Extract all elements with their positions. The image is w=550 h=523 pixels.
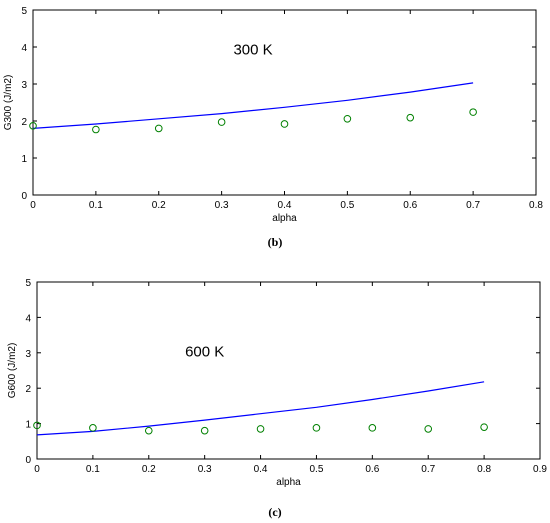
y-tick-label: 1 (25, 420, 31, 431)
y-tick-label: 3 (21, 80, 27, 91)
series-line (32, 82, 474, 129)
y-tick-label: 0 (21, 191, 27, 202)
x-tick-label: 0.8 (477, 464, 491, 475)
x-tick-label: 0 (34, 464, 40, 475)
y-tick-label: 3 (25, 349, 31, 360)
y-axis-label: G600 (J/m2) (7, 343, 18, 399)
x-tick-label: 0.8 (529, 200, 543, 211)
data-point-marker (154, 124, 163, 133)
x-tick-label: 0.4 (254, 464, 268, 475)
x-tick-label: 0.7 (466, 200, 480, 211)
data-point-marker (217, 118, 226, 126)
data-point-marker (469, 108, 477, 116)
data-point-marker (92, 125, 100, 134)
data-point-marker (343, 114, 352, 123)
temperature-annotation: 600 K (185, 343, 224, 360)
chart-panel-2: 0 0.1 0.2 0.3 0.4 0.5 0.6 0.7 0.8 0.9 0 1 2 3 4 5 alpha G… (7, 278, 547, 519)
data-point-marker (424, 425, 433, 433)
x-tick-label: 0.6 (403, 200, 417, 211)
x-axis-label: alpha (272, 213, 297, 224)
plot-area (36, 281, 541, 460)
y-tick-label: 4 (21, 43, 27, 54)
data-point-marker (200, 426, 209, 435)
y-axis-label: G300 (J/m2) (3, 75, 14, 131)
x-tick-label: 0.3 (198, 464, 212, 475)
x-tick-label: 0.2 (152, 200, 166, 211)
series-line (36, 381, 485, 436)
x-axis-label: alpha (276, 477, 301, 488)
x-tick-label: 0.5 (309, 464, 323, 475)
data-point-marker (29, 122, 37, 130)
panel-caption: (c) (268, 505, 281, 519)
panel-caption: (b) (268, 235, 283, 249)
x-tick-label: 0.2 (142, 464, 156, 475)
y-tick-label: 0 (25, 455, 31, 466)
x-tick-label: 0.9 (533, 464, 547, 475)
x-tick-label: 0.4 (278, 200, 292, 211)
y-tick-label: 2 (25, 384, 31, 395)
data-point-marker (89, 424, 97, 432)
x-tick-label: 0.1 (89, 200, 103, 211)
y-tick-label: 1 (21, 154, 27, 165)
temperature-annotation: 300 K (233, 41, 272, 58)
chart-panel-1: 0 0.1 0.2 0.3 0.4 0.5 0.6 0.7 0.8 0 1 2 3 4 5 alpha G300… (3, 6, 543, 249)
y-tick-label: 5 (25, 278, 31, 289)
data-point-marker (406, 113, 415, 122)
x-tick-label: 0 (30, 200, 36, 211)
x-tick-label: 0.1 (86, 464, 100, 475)
x-tick-label: 0.6 (365, 464, 379, 475)
x-tick-label: 0.3 (215, 200, 229, 211)
data-point-marker (368, 424, 377, 432)
x-tick-label: 0.5 (340, 200, 354, 211)
data-point-marker (256, 425, 265, 433)
plot-area (32, 9, 537, 196)
data-point-marker (144, 426, 153, 435)
y-tick-label: 5 (21, 6, 27, 17)
y-tick-label: 2 (21, 117, 27, 128)
data-point-marker (33, 421, 41, 430)
data-point-marker (280, 120, 289, 128)
x-tick-label: 0.7 (421, 464, 435, 475)
y-tick-label: 4 (25, 313, 31, 324)
data-point-marker (312, 424, 321, 432)
data-point-marker (480, 423, 488, 431)
